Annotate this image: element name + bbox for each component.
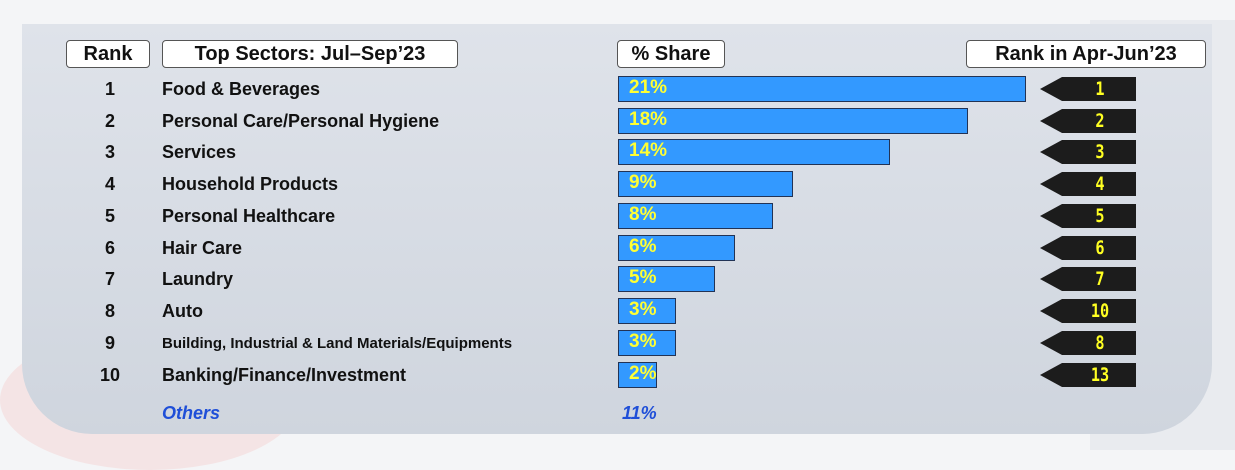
previous-rank-value: 8 <box>1095 332 1105 354</box>
rank-number: 5 <box>104 206 115 226</box>
share-bar <box>618 108 968 134</box>
share-value-label: 5% <box>629 267 657 288</box>
share-value-label: 9% <box>629 172 657 193</box>
sector-name: Hair Care <box>162 238 243 258</box>
sector-name: Personal Healthcare <box>162 206 336 226</box>
share-bar <box>618 362 657 388</box>
rank-number: 8 <box>104 301 115 321</box>
share-value-label: 14% <box>629 140 668 161</box>
share-bar <box>618 298 676 324</box>
previous-rank-tag: 13 <box>1040 363 1136 387</box>
previous-rank-value: 3 <box>1095 141 1105 163</box>
rank-number: 2 <box>104 111 115 131</box>
share-bar <box>618 235 735 261</box>
previous-rank-value: 7 <box>1095 268 1105 290</box>
header-previous-rank: Rank in Apr-Jun’23 <box>966 40 1206 68</box>
previous-rank-tag: 7 <box>1040 267 1136 291</box>
previous-rank-tag: 4 <box>1040 172 1136 196</box>
previous-rank-tag: 5 <box>1040 204 1136 228</box>
share-bar <box>618 171 793 197</box>
previous-rank-tag: 8 <box>1040 331 1136 355</box>
share-value-label: 2% <box>629 363 657 384</box>
previous-rank-tag: 10 <box>1040 299 1136 323</box>
previous-rank-tag: 1 <box>1040 77 1136 101</box>
sector-name: Auto <box>162 301 203 321</box>
rank-number: 1 <box>104 79 115 99</box>
others-share: 11% <box>622 403 657 423</box>
sector-name: Personal Care/Personal Hygiene <box>162 111 440 131</box>
header-rank: Rank <box>66 40 150 68</box>
share-bar <box>618 266 715 292</box>
rank-number: 3 <box>104 142 115 162</box>
previous-rank-tag: 6 <box>1040 236 1136 260</box>
header-share: % Share <box>617 40 725 68</box>
sector-name: Laundry <box>162 269 234 289</box>
share-value-label: 8% <box>629 204 657 225</box>
sector-name: Building, Industrial & Land Materials/Eq… <box>162 335 513 352</box>
rank-number: 7 <box>104 269 115 289</box>
share-bar <box>618 203 773 229</box>
share-bar <box>618 139 890 165</box>
sector-name: Food & Beverages <box>162 79 321 99</box>
previous-rank-value: 4 <box>1095 173 1105 195</box>
previous-rank-value: 10 <box>1090 300 1110 322</box>
share-value-label: 6% <box>629 236 657 257</box>
previous-rank-value: 1 <box>1095 78 1105 100</box>
header-top-sectors: Top Sectors: Jul–Sep’23 <box>162 40 458 68</box>
share-bar <box>618 330 676 356</box>
share-value-label: 3% <box>629 299 657 320</box>
previous-rank-value: 5 <box>1095 205 1105 227</box>
share-value-label: 3% <box>629 331 657 352</box>
others-label: Others <box>162 403 221 423</box>
sector-name: Services <box>162 142 237 162</box>
share-value-label: 21% <box>629 77 668 98</box>
previous-rank-tag: 3 <box>1040 140 1136 164</box>
sector-name: Banking/Finance/Investment <box>162 365 407 385</box>
rank-number: 9 <box>104 333 115 353</box>
previous-rank-value: 6 <box>1095 237 1105 259</box>
rank-number: 6 <box>104 238 115 258</box>
rank-number: 10 <box>99 365 121 385</box>
previous-rank-value: 2 <box>1095 110 1105 132</box>
share-value-label: 18% <box>629 109 668 130</box>
sector-name: Household Products <box>162 174 339 194</box>
previous-rank-tag: 2 <box>1040 109 1136 133</box>
share-bar <box>618 76 1026 102</box>
rank-number: 4 <box>104 174 115 194</box>
previous-rank-value: 13 <box>1090 364 1110 386</box>
